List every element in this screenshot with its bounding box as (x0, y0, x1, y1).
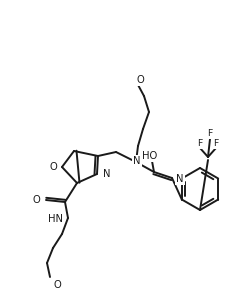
Text: F: F (207, 130, 213, 139)
Text: HO: HO (142, 151, 158, 161)
Text: N: N (133, 156, 141, 166)
Text: F: F (197, 140, 203, 149)
Text: F: F (213, 140, 219, 149)
Text: O: O (136, 75, 144, 85)
Text: N: N (103, 169, 110, 179)
Text: O: O (32, 195, 40, 205)
Text: O: O (49, 162, 57, 172)
Text: HN: HN (48, 214, 63, 224)
Text: N: N (176, 174, 184, 184)
Text: O: O (53, 280, 61, 290)
